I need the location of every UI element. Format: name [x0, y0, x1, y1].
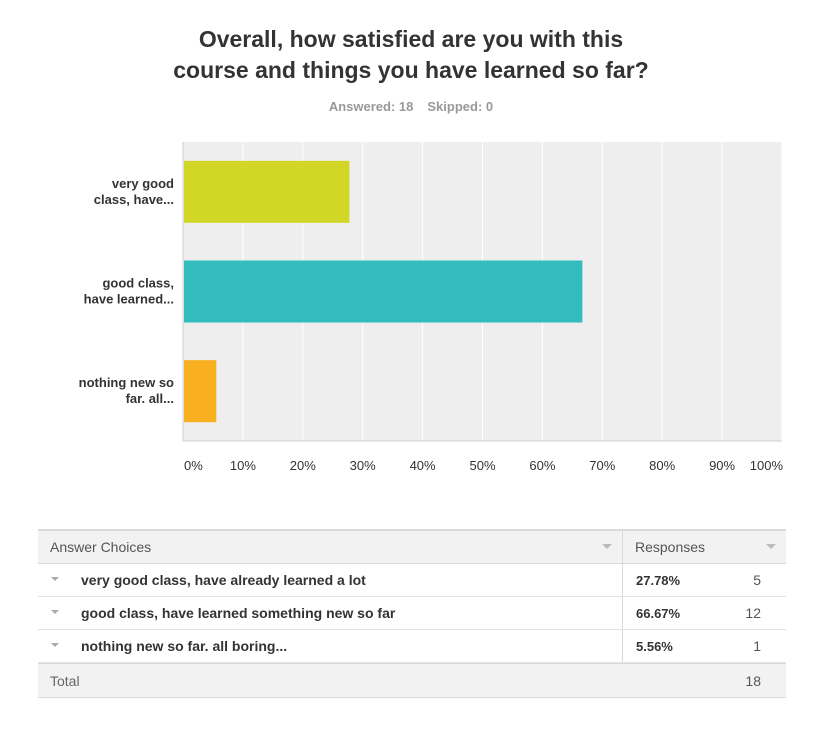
x-tick-label: 60%: [529, 458, 555, 473]
sort-responses-icon[interactable]: [766, 544, 776, 549]
total-label: Total: [50, 672, 80, 689]
response-cell: 66.67% 12: [623, 597, 786, 629]
question-title: Overall, how satisfied are you with this…: [0, 24, 822, 86]
question-title-line-1: Overall, how satisfied are you with this: [198, 26, 624, 52]
question-title-line-2: course and things you have learned so fa…: [173, 57, 649, 83]
response-count: 12: [745, 605, 761, 621]
x-tick-label: 80%: [649, 458, 675, 473]
answer-choices-header-label: Answer Choices: [50, 539, 152, 555]
skipped-count: Skipped: 0: [427, 99, 494, 114]
response-percent: 5.56%: [636, 638, 673, 654]
answer-cell: very good class, have already learned a …: [38, 564, 623, 596]
total-count: 18: [745, 672, 761, 689]
table-header-row: Answer Choices Responses: [38, 531, 786, 564]
answer-table: Answer Choices Responses very good class…: [38, 529, 786, 698]
answer-cell: good class, have learned something new s…: [38, 597, 623, 629]
x-tick-label: 0%: [184, 458, 203, 473]
x-tick-label: 70%: [589, 458, 615, 473]
responses-header-label: Responses: [635, 539, 706, 555]
x-tick-label: 20%: [290, 458, 316, 473]
bar: [184, 160, 350, 223]
total-label-cell: Total: [38, 664, 622, 697]
answer-cell: nothing new so far. all boring...: [38, 630, 623, 662]
category-label: good class, have learned...: [84, 276, 174, 307]
response-count: 5: [753, 572, 761, 588]
expand-row-icon[interactable]: [51, 577, 59, 581]
x-tick-label: 90%: [709, 458, 735, 473]
answer-label: nothing new so far. all boring...: [81, 638, 288, 654]
response-stats: Answered: 18 Skipped: 0: [0, 99, 822, 114]
bar: [184, 360, 217, 423]
bar: [184, 260, 583, 323]
answer-label: very good class, have already learned a …: [81, 572, 366, 588]
table-row: good class, have learned something new s…: [38, 597, 786, 630]
x-tick-label: 100%: [750, 458, 784, 473]
category-label: nothing new so far. all...: [79, 375, 174, 406]
response-percent: 27.78%: [636, 572, 681, 588]
responses-header[interactable]: Responses: [623, 531, 786, 563]
response-percent: 66.67%: [636, 605, 681, 621]
total-count-cell: 18: [623, 664, 786, 697]
response-count: 1: [753, 638, 761, 654]
answer-choices-header[interactable]: Answer Choices: [38, 531, 623, 563]
response-cell: 5.56% 1: [623, 630, 786, 662]
expand-row-icon[interactable]: [51, 610, 59, 614]
x-tick-label: 50%: [469, 458, 495, 473]
x-tick-label: 40%: [410, 458, 436, 473]
x-tick-label: 30%: [350, 458, 376, 473]
bar-chart: very good class, have... good class, have l…: [79, 142, 784, 473]
total-row: Total 18: [38, 663, 786, 698]
answered-count: Answered: 18: [328, 99, 414, 114]
table-row: nothing new so far. all boring... 5.56% …: [38, 630, 786, 663]
table-row: very good class, have already learned a …: [38, 564, 786, 597]
category-label: very good class, have...: [94, 176, 174, 207]
x-tick-label: 10%: [230, 458, 256, 473]
sort-answer-choices-icon[interactable]: [602, 544, 612, 549]
answer-label: good class, have learned something new s…: [81, 605, 396, 621]
response-cell: 27.78% 5: [623, 564, 786, 596]
expand-row-icon[interactable]: [51, 643, 59, 647]
